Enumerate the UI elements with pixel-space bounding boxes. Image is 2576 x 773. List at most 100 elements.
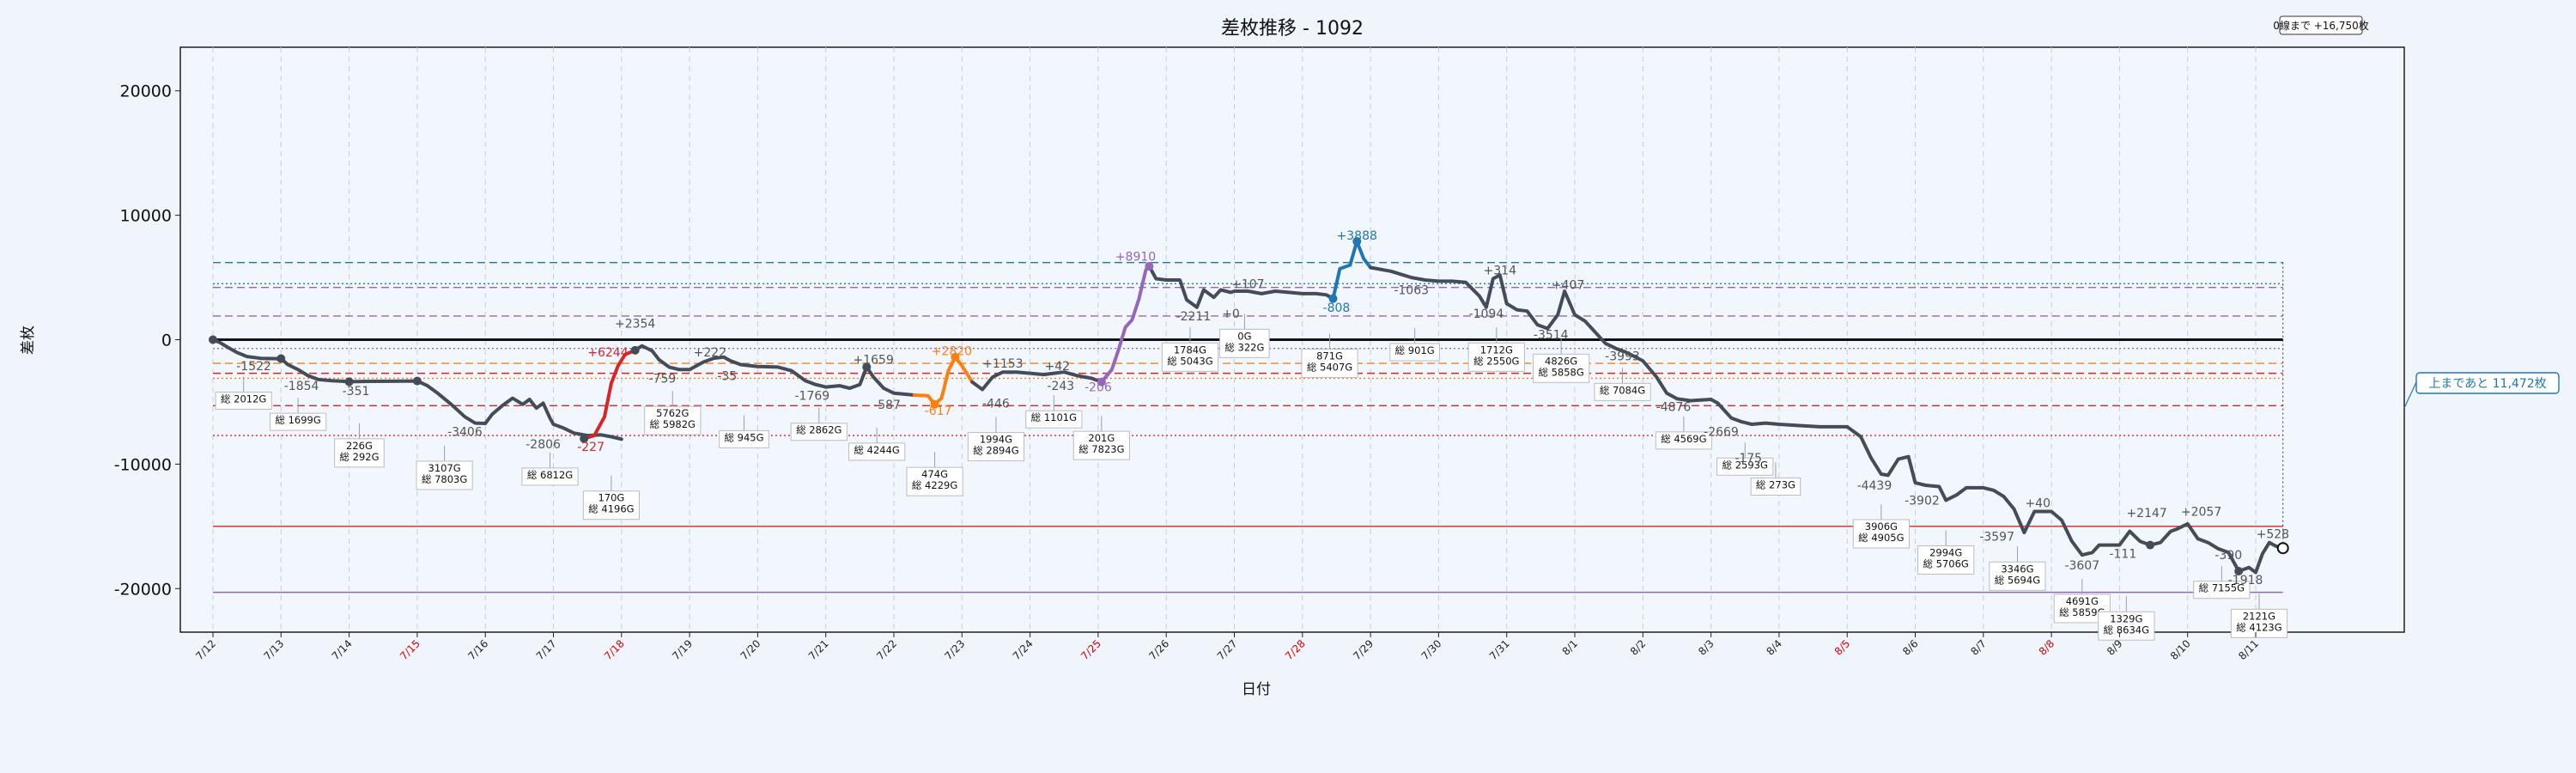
game-count-text: 総 7803G bbox=[422, 473, 467, 485]
game-count-box bbox=[215, 391, 272, 410]
game-count-box bbox=[848, 442, 906, 461]
game-count-text: 総 8634G bbox=[2104, 624, 2149, 636]
value-annotation: -111 bbox=[2109, 548, 2136, 562]
value-annotation: -351 bbox=[343, 385, 370, 399]
game-count-text: 総 4229G bbox=[912, 479, 957, 491]
game-count-box bbox=[1161, 342, 1219, 372]
game-count-text: 総 5706G bbox=[1923, 557, 1969, 569]
value-annotation: -390 bbox=[2215, 549, 2242, 563]
game-count-box bbox=[644, 405, 702, 435]
game-count-text: 3107G bbox=[428, 462, 461, 474]
x-axis-label: 日付 bbox=[1242, 681, 1271, 698]
value-annotation: +1153 bbox=[982, 357, 1023, 371]
game-count-text: 474G bbox=[921, 468, 948, 480]
point-marker bbox=[1328, 294, 1338, 303]
value-annotation: +8910 bbox=[1115, 250, 1156, 264]
game-count-box bbox=[719, 429, 769, 448]
callout-box bbox=[2415, 372, 2560, 394]
game-count-box bbox=[790, 423, 848, 441]
value-annotation: -3597 bbox=[1979, 530, 2014, 544]
game-count-text: 871G bbox=[1316, 350, 1343, 362]
game-count-box bbox=[1025, 410, 1083, 429]
game-count-box bbox=[2098, 611, 2155, 641]
game-count-text: 2121G bbox=[2243, 610, 2275, 622]
value-annotation: -35 bbox=[717, 370, 737, 384]
value-annotation: +1659 bbox=[854, 354, 894, 368]
value-annotation: +3888 bbox=[1337, 229, 1377, 243]
point-marker bbox=[1145, 262, 1154, 271]
game-count-text: 0G bbox=[1237, 330, 1251, 342]
vertical-gridlines bbox=[212, 47, 2257, 632]
game-count-text: 総 4123G bbox=[2236, 621, 2281, 633]
game-count-text: 170G bbox=[598, 492, 624, 504]
game-count-box bbox=[1467, 342, 1525, 372]
game-count-box bbox=[521, 467, 579, 486]
value-annotation: +2354 bbox=[615, 318, 655, 332]
value-annotation: -808 bbox=[1323, 301, 1351, 315]
game-count-text: 3346G bbox=[2001, 563, 2033, 575]
game-count-text: 総 7155G bbox=[2199, 582, 2245, 594]
value-annotation: -3993 bbox=[1605, 350, 1640, 363]
value-annotation: +42 bbox=[1045, 360, 1071, 374]
point-marker bbox=[1097, 377, 1106, 386]
value-annotation: +407 bbox=[1552, 279, 1584, 293]
y-axis: -20000 -10000 0 10000 20000 bbox=[114, 82, 180, 599]
game-count-text: 1994G bbox=[980, 434, 1012, 446]
value-annotation: +528 bbox=[2257, 528, 2289, 542]
value-annotation: +314 bbox=[1484, 264, 1517, 277]
value-annotation: -446 bbox=[982, 397, 1010, 411]
value-annotation: -3406 bbox=[447, 426, 483, 440]
value-annotation: -1063 bbox=[1394, 284, 1429, 298]
series-line bbox=[1331, 240, 1373, 301]
value-annotation: -587 bbox=[873, 399, 901, 412]
point-marker bbox=[630, 345, 640, 355]
game-count-text: 4691G bbox=[2066, 595, 2099, 607]
point-marker bbox=[344, 377, 354, 386]
value-annotation: -759 bbox=[648, 372, 676, 386]
value-annotation: -1854 bbox=[284, 380, 319, 393]
game-count-box bbox=[1989, 561, 2046, 591]
game-count-text: 総 5694G bbox=[1995, 574, 2040, 586]
game-count-text: 総 5858G bbox=[1538, 366, 1583, 378]
game-count-text: 総 2593G bbox=[1722, 459, 1768, 471]
y-tick-label: 20000 bbox=[120, 82, 172, 101]
game-count-box bbox=[416, 460, 473, 490]
chart-title: 差枚推移 - 1092 bbox=[1221, 18, 1364, 40]
game-count-text: 総 4569G bbox=[1661, 433, 1706, 445]
game-count-box bbox=[1655, 431, 1712, 450]
game-count-text: 1784G bbox=[1174, 344, 1206, 356]
value-annotation: -227 bbox=[577, 441, 605, 454]
game-count-text: 総 322G bbox=[1224, 341, 1264, 353]
value-annotation: -1522 bbox=[236, 360, 271, 374]
game-count-text: 総 901G bbox=[1395, 344, 1435, 356]
value-annotation: +107 bbox=[1231, 277, 1264, 291]
series-line bbox=[912, 355, 975, 406]
series-line bbox=[1369, 265, 2285, 575]
y-axis-label: 差枚 bbox=[20, 326, 37, 355]
point-marker bbox=[580, 434, 589, 443]
value-annotation: +2147 bbox=[2126, 507, 2166, 520]
value-annotation: +40 bbox=[2025, 496, 2050, 510]
value-annotations: -1522 -1854 -351 -3406 -2806 -227 +6244 +2354 -7… bbox=[236, 229, 2289, 587]
game-count-text: 1712G bbox=[1480, 344, 1513, 356]
value-annotation: -2806 bbox=[526, 438, 561, 452]
value-annotation: -617 bbox=[925, 405, 952, 418]
game-count-box bbox=[2230, 608, 2288, 638]
series-line bbox=[1099, 265, 1151, 384]
game-count-text: 総 6812G bbox=[527, 469, 573, 481]
series-lines bbox=[211, 240, 2285, 575]
game-count-text: 総 2012G bbox=[221, 393, 266, 405]
game-count-text: 総 4244G bbox=[854, 444, 900, 456]
game-count-box bbox=[1533, 353, 1590, 383]
game-count-text: 1329G bbox=[2110, 612, 2142, 624]
game-count-text: 総 1101G bbox=[1031, 411, 1077, 423]
game-count-text: 5762G bbox=[656, 407, 689, 419]
game-count-box bbox=[1072, 430, 1130, 460]
point-marker bbox=[2234, 567, 2244, 576]
game-count-box bbox=[1219, 328, 1270, 358]
point-marker bbox=[412, 376, 422, 386]
game-count-text: 2994G bbox=[1929, 546, 1962, 558]
game-count-box bbox=[270, 412, 327, 431]
point-marker bbox=[951, 352, 960, 362]
value-annotation: -3514 bbox=[1534, 329, 1569, 343]
